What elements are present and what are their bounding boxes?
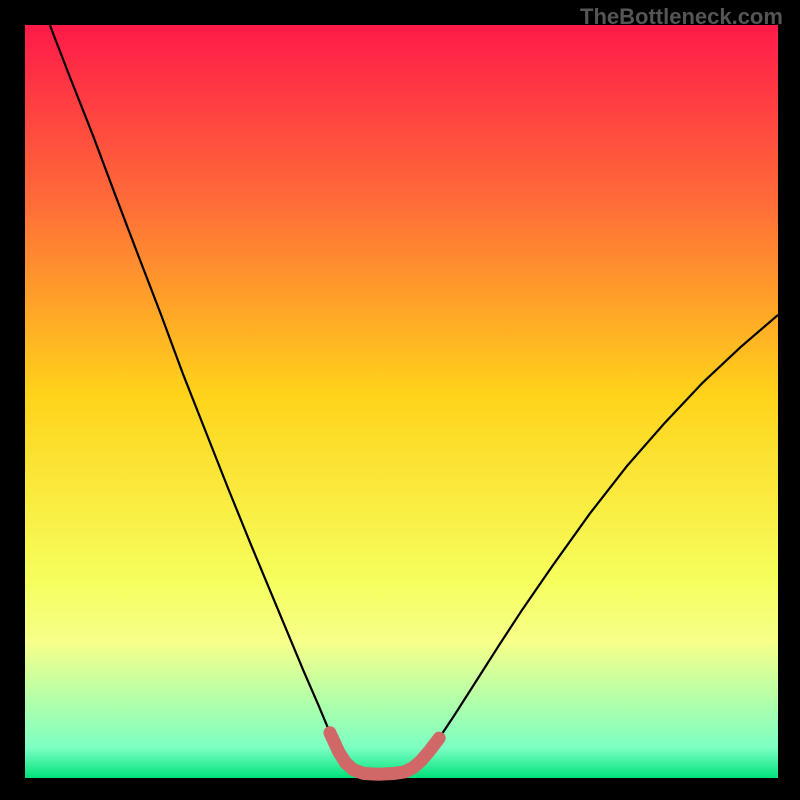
watermark-text: TheBottleneck.com (580, 4, 783, 30)
highlight-segment (330, 733, 439, 774)
curve-layer (0, 0, 800, 800)
chart-container: TheBottleneck.com (0, 0, 800, 800)
main-curve (50, 25, 778, 774)
